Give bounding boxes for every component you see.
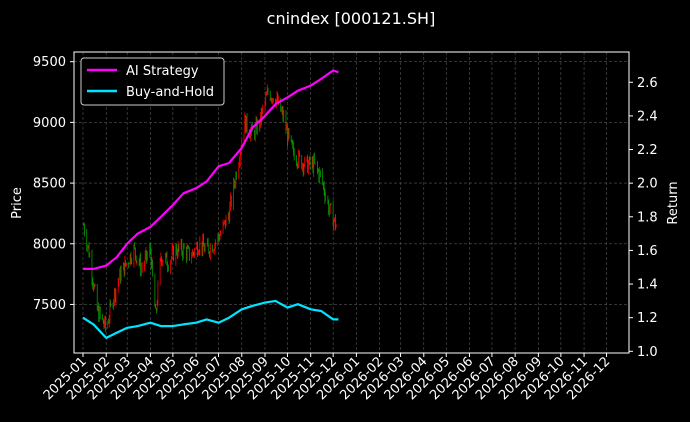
legend-label-ai-strategy: AI Strategy	[126, 64, 199, 79]
legend-label-buy-and-hold: Buy-and-Hold	[126, 85, 214, 100]
y-left-tick-label-0: 7500	[33, 298, 66, 313]
series-lines	[82, 69, 339, 339]
series-line-buy-and-hold	[82, 299, 339, 339]
y-right-tick-label-4: 1.8	[637, 210, 658, 225]
y-right-tick-label-7: 2.4	[637, 109, 658, 124]
y-right-tick-label-8: 2.6	[637, 76, 658, 91]
series-line-ai-strategy	[83, 69, 339, 270]
price-candles	[83, 84, 337, 332]
chart-title: cnindex [000121.SH]	[267, 9, 436, 28]
y-left-tick-label-3: 9000	[33, 116, 66, 131]
y-axis-right: 1.0 1.2 1.4 1.6 1.8 2.0 2.2 2.4 2.6	[629, 76, 658, 360]
y-right-tick-label-6: 2.2	[637, 143, 658, 158]
y-left-tick-label-1: 8000	[33, 237, 66, 252]
y-axis-right-title: Return	[666, 181, 681, 224]
y-left-tick-label-4: 9500	[33, 55, 66, 70]
y-left-tick-label-2: 8500	[33, 177, 66, 192]
y-right-tick-label-2: 1.4	[637, 278, 658, 293]
x-axis: 2025-012025-022025-032025-042025-052025-…	[41, 353, 613, 403]
y-right-tick-label-1: 1.2	[637, 311, 658, 326]
y-right-tick-label-5: 2.0	[637, 177, 658, 192]
plot-frame	[73, 51, 630, 354]
y-axis-left: 7500 8000 8500 9000 9500	[33, 55, 74, 313]
y-axis-left-title: Price	[10, 187, 25, 219]
y-right-tick-label-3: 1.6	[637, 244, 658, 259]
legend: AI Strategy Buy-and-Hold	[80, 57, 225, 106]
y-right-tick-label-0: 1.0	[637, 345, 658, 360]
